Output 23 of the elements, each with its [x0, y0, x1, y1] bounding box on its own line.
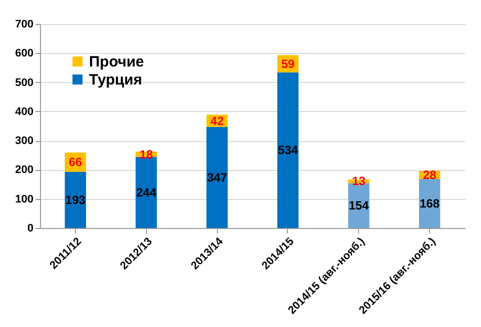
data-label: 244 [136, 185, 157, 200]
bar [277, 72, 299, 228]
y-tick-label: 100 [15, 193, 34, 206]
data-label: 154 [348, 198, 370, 213]
data-label: 168 [420, 196, 440, 211]
data-label: 193 [65, 192, 86, 207]
y-tick-label: 0 [27, 222, 34, 234]
y-tick-label: 500 [15, 76, 34, 89]
data-label: 534 [278, 143, 298, 158]
y-tick-label: 300 [15, 135, 34, 148]
bar [206, 126, 228, 228]
y-tick-label: 200 [15, 164, 34, 176]
legend-label: Турция [89, 72, 142, 88]
bar [64, 172, 86, 228]
y-tick-label: 400 [15, 106, 34, 118]
data-label: 347 [207, 170, 228, 184]
data-label: 42 [210, 114, 224, 128]
data-label: 59 [281, 56, 295, 71]
data-label: 66 [68, 155, 82, 170]
data-label: 28 [422, 168, 437, 182]
y-tick-label: 600 [15, 48, 34, 60]
legend-label: Прочие [89, 54, 144, 70]
y-tick-label: 700 [15, 18, 34, 30]
